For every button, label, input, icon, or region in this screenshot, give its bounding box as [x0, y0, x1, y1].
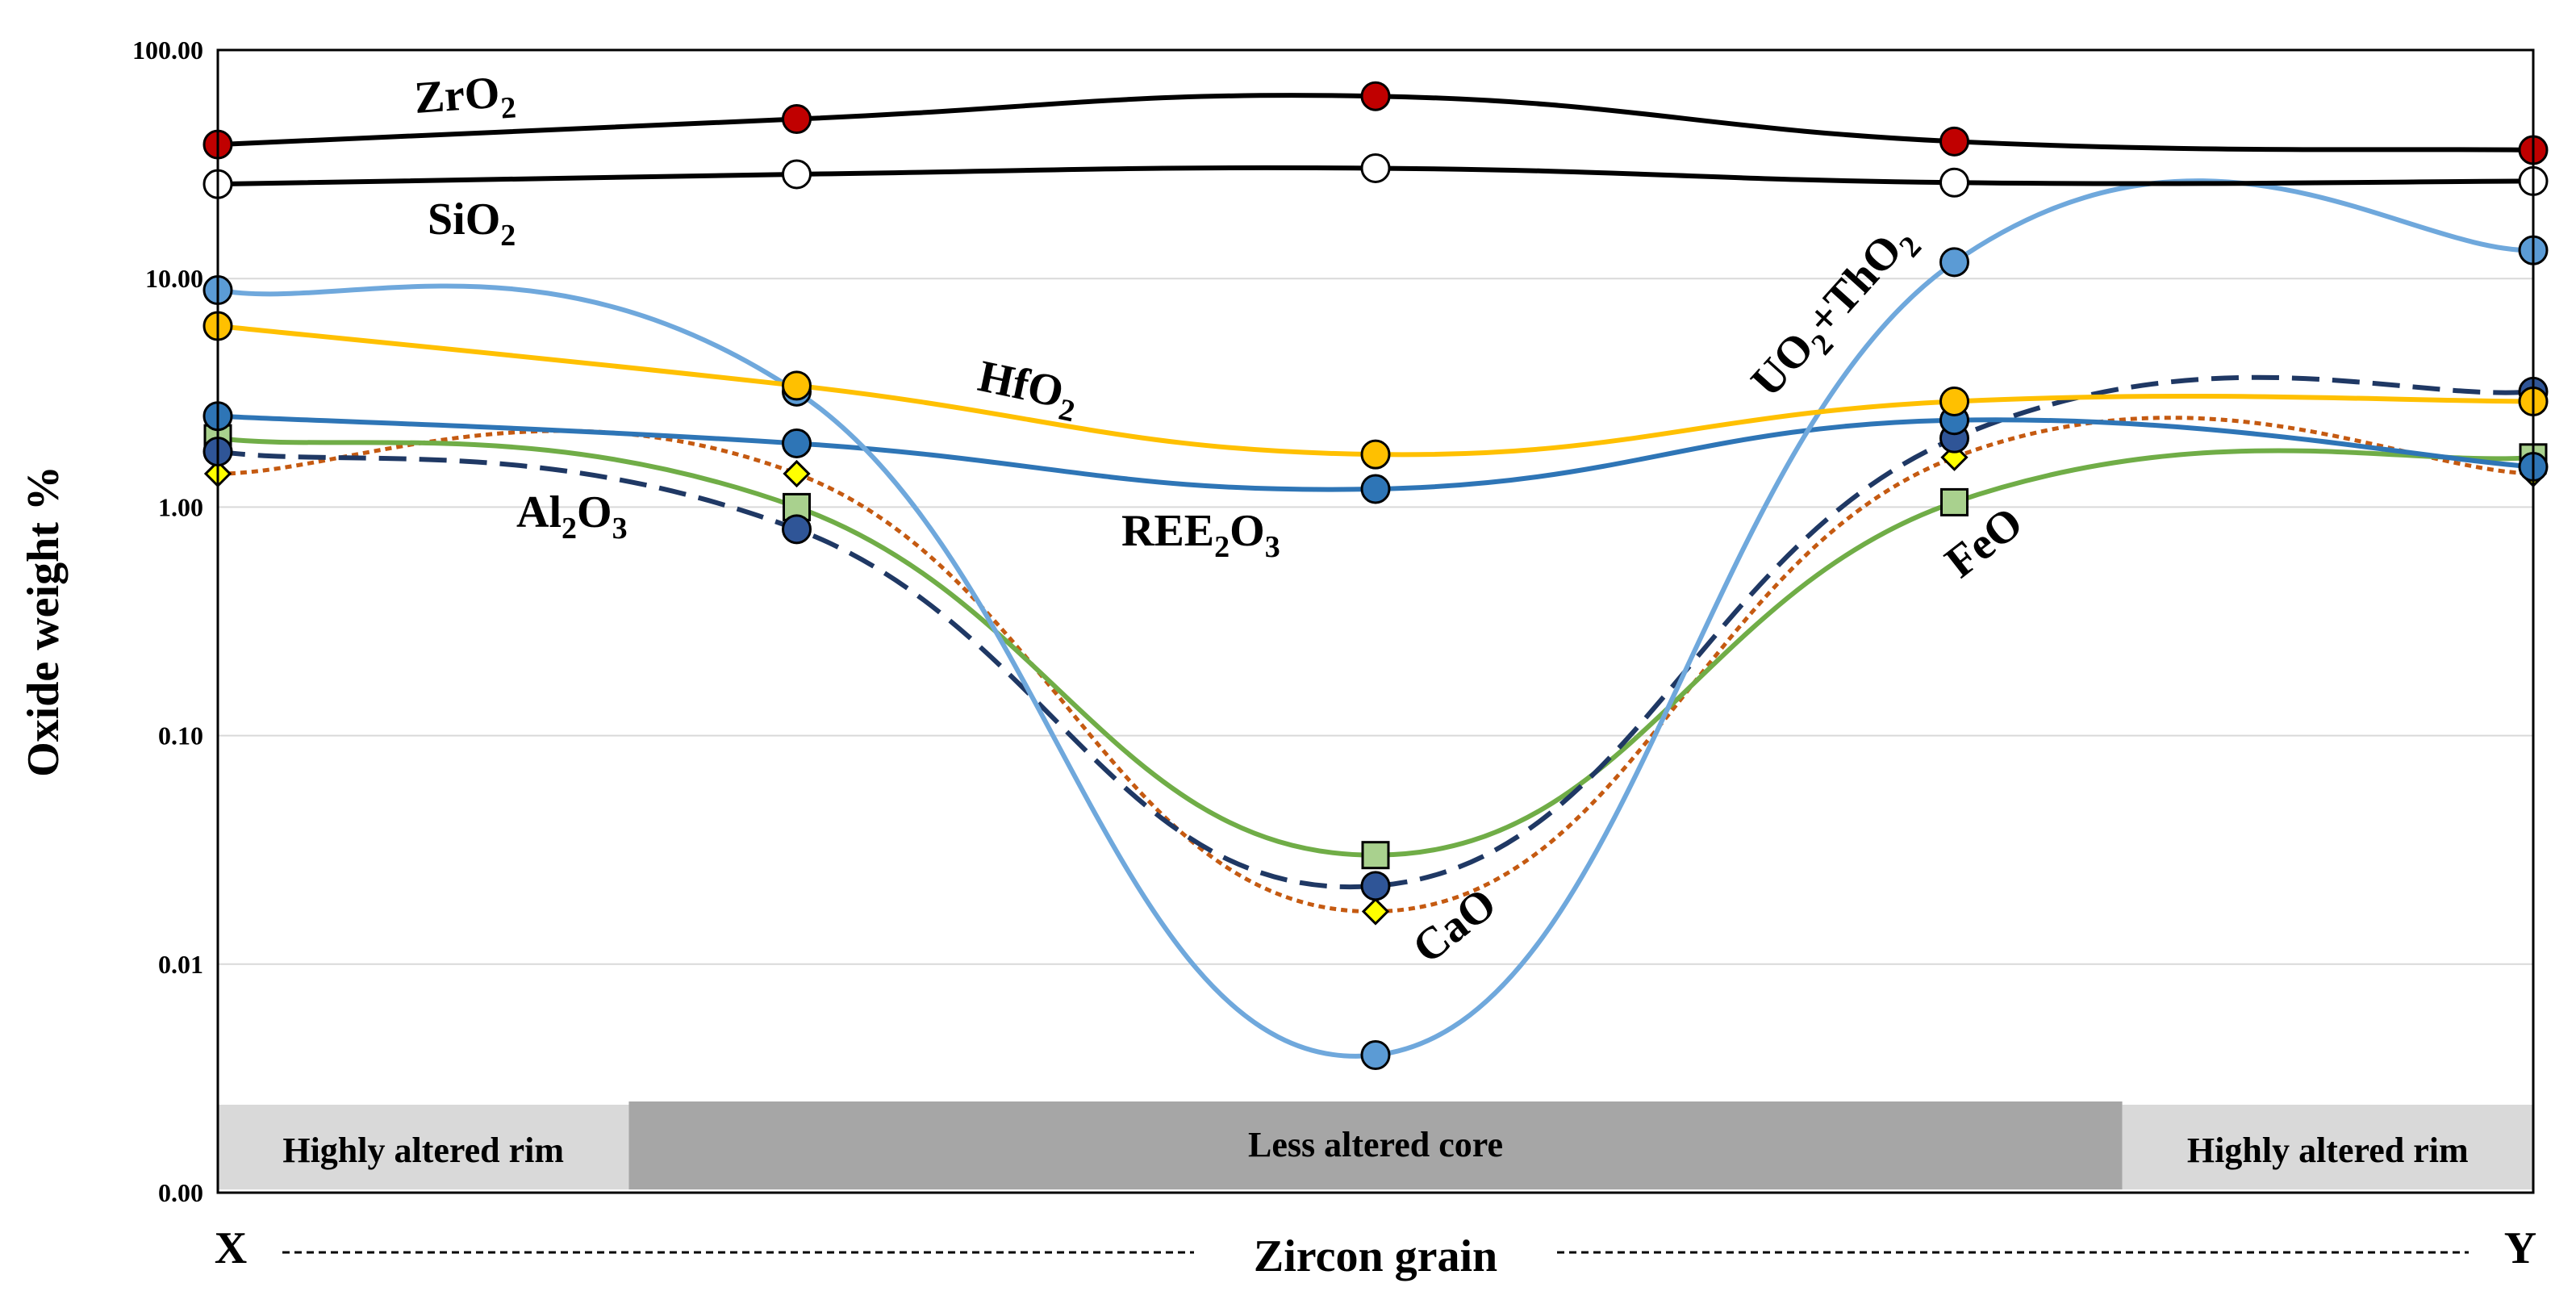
zone-band-0 [218, 1105, 629, 1189]
zones-layer: Highly altered rim Less altered core Highl… [218, 1101, 2533, 1189]
marker-Al2O3-1 [782, 514, 812, 545]
marker-HfO2-1 [782, 370, 812, 401]
zone-label-1: Less altered core [1248, 1125, 1503, 1164]
marker-CaO-1 [783, 459, 811, 488]
marker-FeO-2 [1361, 841, 1390, 870]
marker-UO2+ThO2-2 [1360, 1039, 1391, 1070]
marker-Al2O3-2 [1360, 871, 1391, 901]
y-tick-label-1: 10.00 [145, 264, 203, 293]
markers-layer [202, 81, 2549, 1070]
zone-label-2: Highly altered rim [2187, 1131, 2469, 1170]
zone-label-0: Highly altered rim [282, 1131, 564, 1170]
series-line-Al2O3 [217, 374, 2534, 890]
y-tick-label-2: 1.00 [158, 492, 203, 521]
zone-band-2 [2122, 1105, 2533, 1189]
zone-band-1 [628, 1101, 2123, 1189]
marker-UO2+ThO2-3 [1939, 247, 1969, 278]
marker-SiO2-2 [1360, 153, 1391, 183]
x-end-label: Y [2504, 1223, 2536, 1273]
x-start-label: X [215, 1223, 247, 1273]
y-tick-label-0: 100.00 [132, 36, 203, 65]
marker-REE2O3-2 [1360, 474, 1391, 504]
y-tick-label-5: 0.00 [158, 1178, 203, 1207]
gridlines [218, 49, 2533, 1193]
marker-CaO-2 [1361, 897, 1390, 926]
y-axis-ticks: 100.00 10.00 1.00 0.10 0.01 0.00 [132, 36, 203, 1207]
marker-HfO2-3 [1939, 386, 1969, 416]
marker-ZrO2-1 [782, 103, 812, 134]
y-tick-label-4: 0.01 [158, 950, 203, 979]
series-line-HfO2 [217, 324, 2534, 458]
marker-SiO2-3 [1939, 167, 1969, 198]
y-axis-title: Oxide weight % [19, 466, 69, 777]
x-axis-title: Zircon grain [1254, 1231, 1497, 1281]
series-label-UO2+ThO2: UO2+ThO2 [1742, 214, 1928, 412]
marker-ZrO2-3 [1939, 126, 1969, 157]
series-label-SiO2: SiO2 [428, 194, 516, 253]
series-label-ZrO2: ZrO2 [413, 66, 517, 132]
marker-SiO2-1 [782, 159, 812, 190]
series-label-Al2O3: Al2O3 [516, 487, 628, 545]
y-tick-label-3: 0.10 [158, 721, 203, 750]
marker-HfO2-2 [1360, 439, 1391, 470]
series-label-REE2O3: REE2O3 [1121, 506, 1280, 564]
marker-FeO-3 [1940, 487, 1969, 516]
series-label-CaO: CaO [1404, 878, 1505, 973]
marker-ZrO2-2 [1360, 81, 1391, 111]
plot-frame [216, 48, 2535, 1194]
marker-REE2O3-1 [782, 428, 812, 458]
